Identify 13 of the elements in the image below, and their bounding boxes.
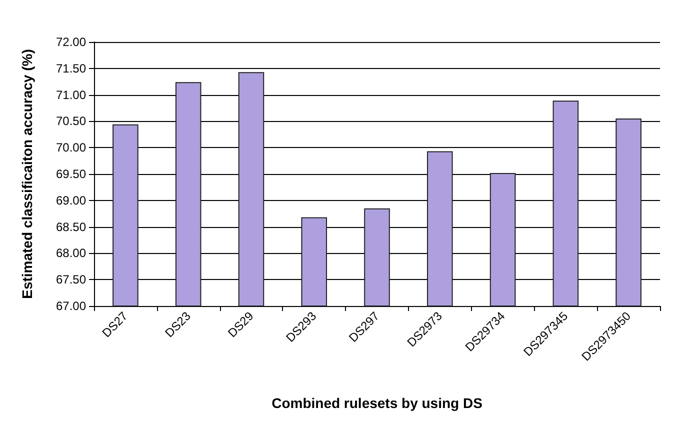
y-tick-label: 67.00	[56, 299, 86, 313]
y-tick-label: 72.00	[56, 35, 86, 49]
y-tick-label: 71.00	[56, 88, 86, 102]
y-axis-title: Estimated classificaiton accuracy (%)	[19, 49, 35, 299]
y-tick-label: 68.50	[56, 220, 86, 234]
y-tick-label: 69.50	[56, 167, 86, 181]
y-tick-label: 70.00	[56, 140, 86, 155]
y-tick-label: 70.50	[56, 114, 86, 128]
x-axis-title: Combined rulesets by using DS	[272, 395, 482, 411]
y-tick-label: 71.50	[56, 61, 86, 76]
y-tick-label: 67.50	[56, 272, 86, 287]
y-tick-label: 69.00	[56, 193, 86, 208]
y-tick-label: 68.00	[56, 246, 86, 260]
